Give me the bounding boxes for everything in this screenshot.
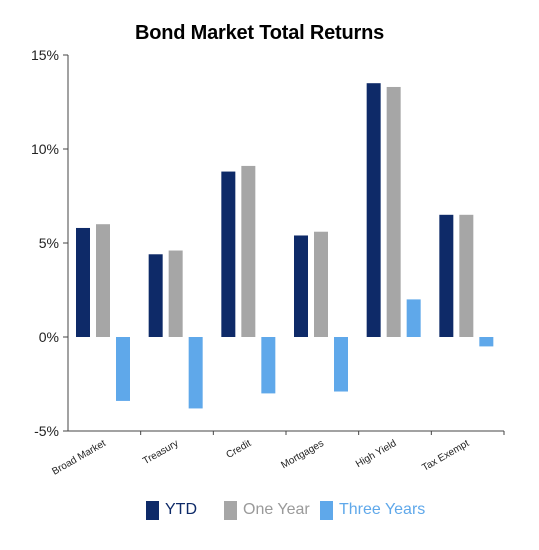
bar-one-year [168, 250, 183, 337]
chart-title: Bond Market Total Returns [134, 22, 385, 44]
x-category-label: Broad Market [50, 438, 108, 478]
legend-swatch [146, 500, 159, 520]
bar-three-years [261, 337, 276, 394]
y-tick-label: 15% [31, 47, 59, 63]
y-tick-label: 0% [39, 329, 59, 345]
bar-one-year [241, 165, 256, 337]
y-tick-label: 5% [39, 235, 59, 251]
legend-item: One Year [224, 499, 310, 521]
legend-label: YTD [165, 501, 197, 518]
bar-three-years [334, 337, 348, 392]
bar-three-years [116, 337, 130, 401]
bar-ytd [221, 171, 236, 337]
legend-swatch [224, 500, 237, 520]
bar-ytd [439, 214, 454, 337]
bar-one-year [96, 224, 110, 337]
bar-ytd [294, 235, 308, 337]
bar-ytd [366, 83, 381, 337]
legend: YTD One Year Three Years [0, 499, 539, 523]
legend-label: Three Years [339, 501, 426, 518]
bar-one-year [386, 86, 401, 338]
bar-one-year [459, 214, 474, 337]
legend-swatch [320, 500, 333, 520]
bar-three-years [479, 337, 494, 347]
x-category-label: High Yield [354, 438, 398, 470]
bar-one-year [314, 231, 328, 337]
bar-ytd [76, 227, 90, 337]
x-category-label: Mortgages [279, 438, 325, 471]
y-tick-label: 10% [31, 141, 59, 157]
legend-label: One Year [243, 501, 310, 518]
bar-ytd [148, 254, 163, 337]
bar-three-years [406, 299, 421, 337]
legend-item: YTD [146, 499, 197, 521]
x-category-label: Tax Exempt [420, 438, 471, 474]
y-tick-label: -5% [34, 423, 59, 439]
legend-item: Three Years [320, 499, 425, 521]
x-category-label: Treasury [141, 438, 180, 467]
bar-three-years [188, 337, 203, 409]
x-category-label: Credit [225, 438, 254, 461]
